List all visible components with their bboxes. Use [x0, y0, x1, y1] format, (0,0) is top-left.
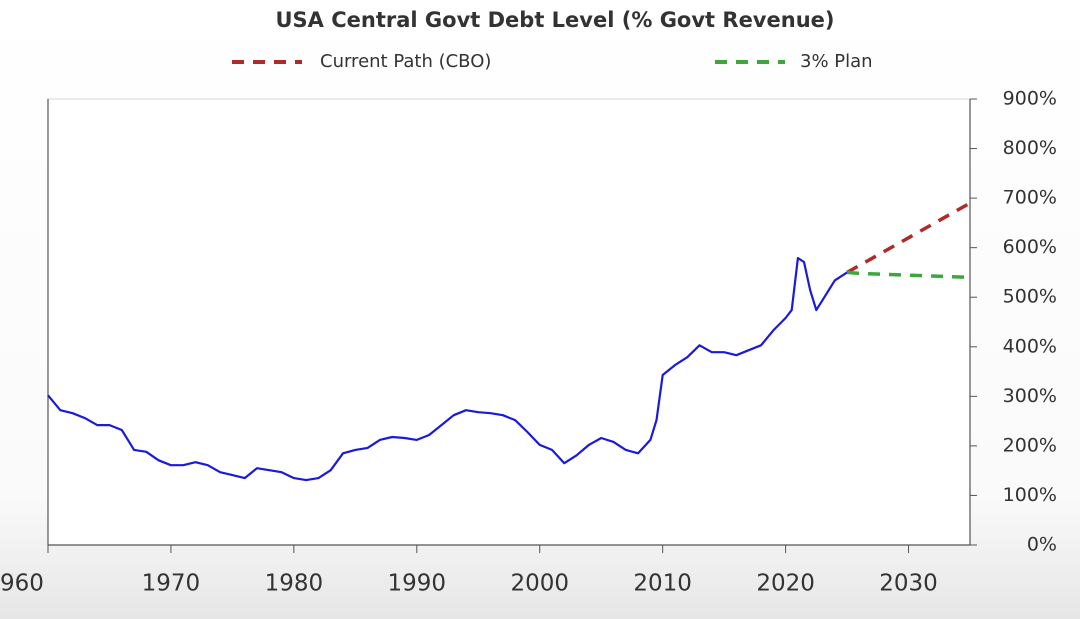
series-line: [846, 201, 971, 274]
y-tick-label: 100%: [1003, 484, 1057, 506]
legend-label: Current Path (CBO): [320, 51, 491, 72]
x-tick-label: 2020: [756, 571, 815, 597]
x-tick-label: 960: [0, 571, 44, 597]
x-tick-label: 1970: [142, 571, 201, 597]
y-tick-label: 900%: [1003, 88, 1057, 110]
y-tick-label: 300%: [1003, 385, 1057, 407]
y-tick-label: 400%: [1003, 335, 1057, 357]
y-tick-label: 500%: [1003, 286, 1057, 308]
x-tick-label: 2030: [879, 571, 938, 597]
x-tick-label: 1980: [265, 571, 324, 597]
legend-label: 3% Plan: [800, 51, 873, 72]
x-tick-label: 2000: [510, 571, 569, 597]
y-tick-label: 800%: [1003, 137, 1057, 159]
y-tick-label: 600%: [1003, 236, 1057, 258]
series-line: [47, 257, 848, 482]
x-tick-label: 2010: [633, 571, 692, 597]
y-tick-label: 200%: [1003, 434, 1057, 456]
y-tick-label: 0%: [1027, 534, 1057, 556]
x-tick-label: 1990: [388, 571, 447, 597]
plot-area: [47, 98, 971, 546]
chart-title: USA Central Govt Debt Level (% Govt Reve…: [276, 8, 835, 32]
y-tick-label: 700%: [1003, 187, 1057, 209]
series-line: [846, 270, 971, 280]
